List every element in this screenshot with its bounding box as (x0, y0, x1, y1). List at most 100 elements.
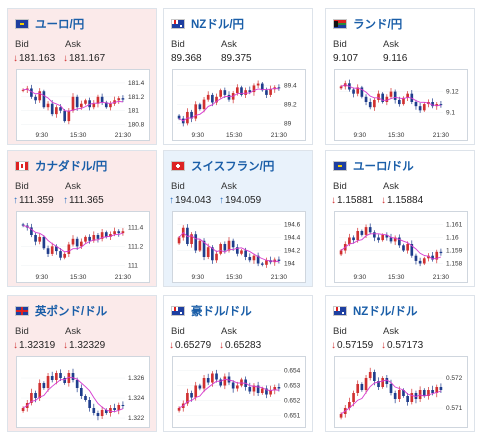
card-header[interactable]: 英ポンド/ドル (15, 302, 107, 320)
candle-body (410, 244, 414, 256)
chart-frame[interactable]: 1.161 1.16 1.159 1.158 9:30 15:30 21:30 (334, 211, 468, 283)
currency-pair-card[interactable]: スイスフラン/円 Bid ↑194.043 Ask ↑194.059 194.6 194.4… (163, 150, 313, 287)
y-tick-label: 181.4 (128, 80, 145, 87)
candle-body (219, 90, 223, 97)
chart-frame[interactable]: 9.12 9.1 9:30 15:30 21:30 (334, 69, 468, 141)
x-tick-label: 21:30 (271, 274, 288, 281)
chart-frame[interactable]: 0.572 0.571 (334, 356, 468, 428)
candle-body (121, 405, 125, 406)
card-header[interactable]: NZドル/ドル (333, 302, 418, 320)
bid-value: ↓1.15881 (331, 195, 373, 206)
moving-average-line (340, 379, 442, 415)
bid-label: Bid (15, 326, 29, 337)
bid-value: ↑194.043 (169, 195, 211, 206)
candle-body (427, 390, 430, 396)
bid-label: Bid (333, 326, 347, 337)
moving-average-line (22, 225, 124, 253)
candle-body (414, 102, 418, 107)
candle-body (109, 234, 112, 237)
candle-body (240, 379, 243, 386)
currency-pair-title[interactable]: ユーロ/円 (35, 19, 85, 31)
currency-pair-card[interactable]: カナダドル/円 Bid ↑111.359 Ask ↑111.365 111.4 111.2 1… (7, 150, 157, 287)
candle-body (360, 384, 364, 390)
currency-pair-title[interactable]: 英ポンド/ドル (35, 306, 108, 318)
card-header[interactable]: スイスフラン/円 (171, 157, 274, 175)
candle-body (55, 373, 58, 380)
candle-body (55, 107, 58, 115)
currency-pair-title[interactable]: NZドル/ドル (353, 306, 418, 318)
candle-body (377, 93, 380, 100)
candle-body (402, 390, 405, 396)
candle-body (55, 246, 58, 252)
candle-body (368, 227, 372, 233)
card-header[interactable]: ユーロ/円 (15, 15, 84, 33)
currency-pair-card[interactable]: ユーロ/ドル Bid ↓1.15881 Ask ↓1.15884 1.161 1.16 1.1… (325, 150, 475, 287)
candle-body (96, 413, 100, 416)
currency-pair-card[interactable]: 豪ドル/ドル Bid ↓0.65279 Ask ↓0.65283 0.654 0.653 0.… (163, 295, 313, 432)
currency-pair-card[interactable]: NZドル/円 Bid 89.368 Ask 89.375 89.4 89.2 89 9:30 15… (163, 8, 313, 145)
y-tick-label: 1.326 (128, 375, 145, 382)
candle-body (30, 393, 33, 403)
arrow-down-icon: ↓ (13, 340, 18, 351)
chart-frame[interactable]: 1.326 1.324 1.322 (16, 356, 150, 428)
candle-body (198, 385, 202, 389)
chart-frame[interactable]: 194.6 194.4 194.2 194 9:30 15:30 21:30 (172, 211, 306, 283)
candle-body (252, 385, 256, 392)
bid-value: 89.368 (171, 53, 202, 64)
candle-body (339, 86, 343, 89)
y-tick-label: 1.161 (446, 222, 463, 229)
currency-pair-title[interactable]: NZドル/円 (191, 19, 245, 31)
candle-body (202, 378, 206, 389)
chart-frame[interactable]: 111.4 111.2 111 9:30 15:30 21:30 (16, 211, 150, 283)
currency-pair-title[interactable]: カナダドル/円 (35, 161, 108, 173)
y-tick-label: 0.652 (284, 398, 301, 405)
candle-body (389, 237, 393, 242)
card-header[interactable]: カナダドル/円 (15, 157, 107, 175)
candle-body (223, 90, 227, 95)
card-header[interactable]: ユーロ/ドル (333, 157, 414, 175)
ask-number: 111.365 (69, 195, 104, 206)
card-header[interactable]: ランド/円 (333, 15, 402, 33)
candle-body (59, 373, 62, 378)
candle-body (439, 104, 443, 106)
y-tick-label: 1.158 (446, 261, 463, 268)
bid-label: Bid (333, 39, 347, 50)
chart-frame[interactable]: 0.654 0.653 0.652 0.651 (172, 356, 306, 428)
ask-value: ↑111.365 (63, 195, 104, 206)
arrow-down-icon: ↓ (13, 53, 18, 64)
currency-pair-card[interactable]: 英ポンド/ドル Bid ↓1.32319 Ask ↓1.32329 1.326 1.324 1… (7, 295, 157, 432)
chart-frame[interactable]: 181.4 181.2 181 180.8 9:30 15:30 21:30 (16, 69, 150, 141)
currency-pair-title[interactable]: 豪ドル/ドル (191, 306, 252, 318)
currency-pair-card[interactable]: NZドル/ドル Bid ↓0.57159 Ask ↓0.57173 0.572 0.571 (325, 295, 475, 432)
card-header[interactable]: 豪ドル/ドル (171, 302, 252, 320)
candle-body (63, 378, 67, 383)
candle-body (104, 232, 108, 237)
moving-average-line (178, 231, 280, 263)
candle-body (368, 102, 372, 108)
candle-body (177, 408, 181, 411)
y-tick-label: 89 (284, 120, 292, 127)
gb-flag-icon (15, 306, 29, 316)
candle-body (393, 393, 397, 399)
candle-body (215, 253, 218, 261)
currency-pair-title[interactable]: スイスフラン/円 (191, 161, 275, 173)
card-header[interactable]: NZドル/円 (171, 15, 244, 33)
candle-body (439, 251, 443, 254)
ask-value: ↓1.15884 (381, 195, 423, 206)
x-tick-label: 21:30 (115, 274, 132, 281)
candle-body (352, 89, 355, 94)
candle-body (431, 102, 434, 107)
candle-body (439, 387, 443, 390)
candle-body (215, 373, 218, 380)
currency-pair-card[interactable]: ユーロ/円 Bid ↓181.163 Ask ↓181.167 181.4 181.2 181… (7, 8, 157, 145)
candle-body (402, 97, 405, 105)
candle-body (109, 103, 112, 108)
currency-pair-title[interactable]: ユーロ/ドル (353, 161, 414, 173)
candle-body (406, 396, 409, 402)
bid-label: Bid (171, 39, 185, 50)
candle-body (30, 88, 33, 97)
currency-pair-title[interactable]: ランド/円 (353, 19, 403, 31)
candle-body (240, 87, 243, 95)
chart-frame[interactable]: 89.4 89.2 89 9:30 15:30 21:30 (172, 69, 306, 141)
currency-pair-card[interactable]: ランド/円 Bid 9.107 Ask 9.116 9.12 9.1 9:30 15:30 21:… (325, 8, 475, 145)
